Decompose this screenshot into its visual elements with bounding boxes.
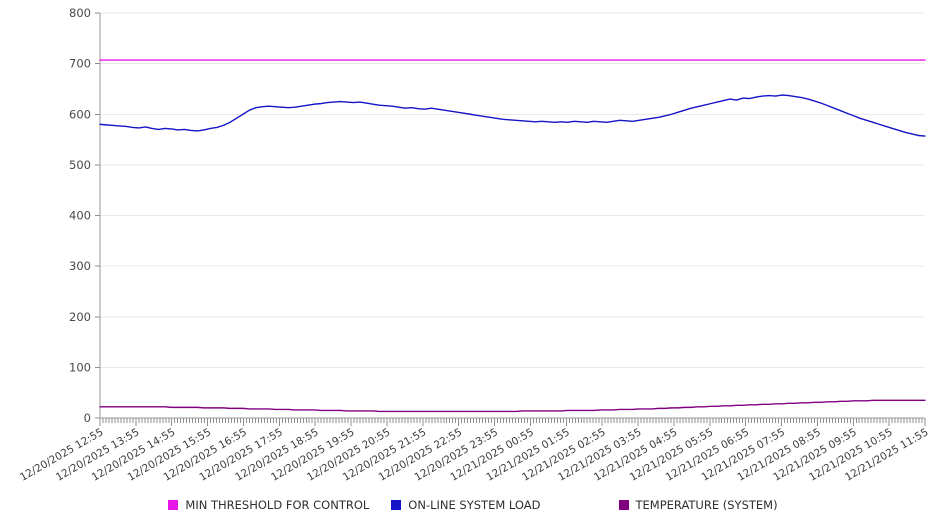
legend-label-min-threshold-for-control: MIN THRESHOLD FOR CONTROL (185, 498, 370, 512)
legend-swatch-on-line-system-load (391, 500, 402, 510)
legend-label-on-line-system-load: ON-LINE SYSTEM LOAD (408, 498, 541, 512)
y-axis-tick-label: 300 (69, 259, 91, 273)
y-axis-tick-label: 200 (69, 310, 91, 324)
y-axis-tick-label: 500 (69, 158, 91, 172)
series-line-on-line-system-load (99, 94, 926, 137)
y-axis-tick-label: 600 (69, 107, 91, 121)
y-axis-tick-label: 700 (69, 57, 91, 71)
y-axis-tick-label: 400 (69, 209, 91, 223)
legend-item-on-line-system-load[interactable]: ON-LINE SYSTEM LOAD (391, 498, 541, 512)
legend-item-min-threshold-for-control[interactable]: MIN THRESHOLD FOR CONTROL (168, 498, 369, 512)
chart-legend: MIN THRESHOLD FOR CONTROL ON-LINE SYSTEM… (0, 494, 946, 516)
y-axis-tick-label: 0 (84, 411, 91, 425)
legend-swatch-temperature-system (618, 500, 629, 510)
legend-item-temperature-system[interactable]: TEMPERATURE (SYSTEM) (618, 498, 778, 512)
legend-swatch-min-threshold-for-control (168, 500, 179, 510)
legend-label-temperature-system: TEMPERATURE (SYSTEM) (635, 498, 778, 512)
y-axis-tick-label: 800 (69, 6, 91, 20)
y-axis-tick-label: 100 (69, 360, 91, 374)
series-line-temperature-system (99, 399, 926, 413)
